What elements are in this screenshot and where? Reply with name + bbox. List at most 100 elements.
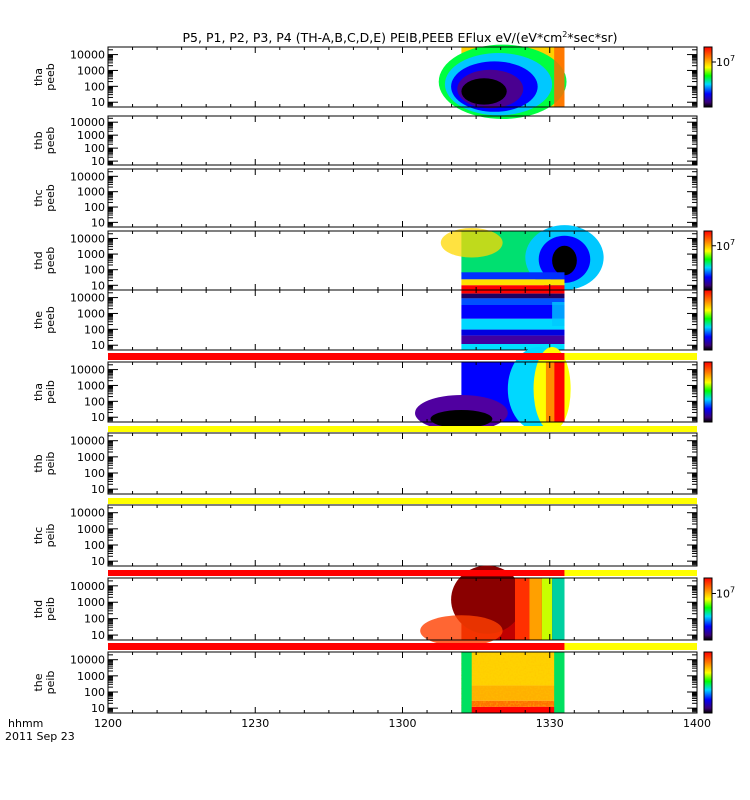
status-bars bbox=[108, 353, 697, 650]
colorbar-tick-label: 107 bbox=[716, 54, 735, 69]
status-segment bbox=[564, 570, 697, 576]
colorbar-tick-label: 107 bbox=[716, 586, 735, 601]
spectrogram-thd-peeb bbox=[440, 225, 604, 290]
y-tick-label: 1000 bbox=[77, 186, 105, 199]
y-tick-label: 10 bbox=[91, 483, 105, 496]
status-segment bbox=[108, 353, 565, 360]
panel-frame bbox=[107, 577, 698, 641]
x-tick-label: 1330 bbox=[536, 717, 564, 730]
y-tick-label: 1000 bbox=[77, 670, 105, 683]
panel-frame bbox=[107, 168, 698, 228]
x-tick-label: 1200 bbox=[94, 717, 122, 730]
y-tick-label: 1000 bbox=[77, 596, 105, 609]
colorbar-thd-peib: 107 bbox=[703, 577, 735, 641]
status-segment bbox=[108, 498, 697, 504]
y-tick-label: 1000 bbox=[77, 129, 105, 142]
y-tick-label: 10000 bbox=[70, 292, 105, 305]
panel-label: thbpeeb bbox=[32, 127, 57, 155]
panel-thc-peib: 10 100 1000 10000 thcpeib bbox=[32, 504, 698, 568]
status-segment bbox=[108, 570, 565, 576]
y-tick-label: 10 bbox=[91, 339, 105, 352]
y-tick-label: 10000 bbox=[70, 232, 105, 245]
x-tick-label: 1300 bbox=[389, 717, 417, 730]
y-tick-label: 1000 bbox=[77, 248, 105, 261]
x-axis: 1200 1230 1300 1330 1400 bbox=[94, 717, 711, 730]
colorbar-the-peeb bbox=[703, 289, 713, 351]
panel-frame bbox=[107, 46, 698, 108]
panel-thc-peeb: 10 100 1000 10000 thcpeeb bbox=[32, 168, 698, 229]
panel-frame bbox=[107, 230, 698, 291]
y-tick-label: 10 bbox=[91, 96, 105, 109]
y-tick-label: 100 bbox=[84, 613, 105, 626]
y-tick-label: 100 bbox=[84, 323, 105, 336]
panel-frame bbox=[107, 504, 698, 567]
y-tick-label: 1000 bbox=[77, 307, 105, 320]
y-tick-label: 100 bbox=[84, 264, 105, 277]
panel-label: thcpeeb bbox=[32, 184, 57, 212]
status-segment bbox=[108, 426, 697, 432]
spectrogram-the-peib bbox=[461, 652, 565, 713]
status-segment bbox=[108, 643, 565, 650]
panel-frame bbox=[107, 651, 698, 714]
panel-frame bbox=[107, 361, 698, 423]
panel-tha-peib: 10 100 1000 10000 thapeib bbox=[32, 347, 713, 431]
y-tick-label: 100 bbox=[84, 467, 105, 480]
colorbar-tha-peeb: 107 bbox=[703, 46, 735, 108]
x-axis-label: hhmm bbox=[8, 717, 43, 730]
panel-label: thcpeib bbox=[32, 524, 57, 548]
x-tick-label: 1400 bbox=[683, 717, 711, 730]
y-tick-label: 10 bbox=[91, 216, 105, 229]
status-bar bbox=[108, 426, 697, 432]
y-tick-label: 10 bbox=[91, 629, 105, 642]
y-tick-label: 10 bbox=[91, 155, 105, 168]
panel-thd-peeb: 10 100 1000 10000 thdpeeb 107 bbox=[32, 225, 735, 292]
colorbar-the-peib bbox=[703, 651, 713, 714]
status-bar bbox=[108, 498, 697, 504]
status-segment bbox=[564, 353, 697, 360]
y-tick-label: 100 bbox=[84, 686, 105, 699]
y-tick-label: 100 bbox=[84, 142, 105, 155]
panel-frame bbox=[107, 115, 698, 166]
panel-frame bbox=[107, 432, 698, 495]
y-tick-label: 1000 bbox=[77, 64, 105, 77]
y-tick-label: 10000 bbox=[70, 507, 105, 520]
status-bar bbox=[108, 643, 697, 650]
y-tick-label: 100 bbox=[84, 201, 105, 214]
panel-the-peib: 10 100 1000 10000 thepeib bbox=[32, 651, 713, 715]
y-tick-label: 100 bbox=[84, 80, 105, 93]
panel-label: thdpeeb bbox=[32, 247, 57, 275]
spectrogram-tha-peeb bbox=[438, 44, 567, 119]
y-tick-label: 10000 bbox=[70, 654, 105, 667]
x-tick-label: 1230 bbox=[241, 717, 269, 730]
y-tick-label: 10 bbox=[91, 555, 105, 568]
colorbar-thd-peeb: 107 bbox=[703, 230, 735, 291]
y-tick-label: 100 bbox=[84, 395, 105, 408]
y-tick-label: 10 bbox=[91, 279, 105, 292]
panel-label: thapeib bbox=[32, 380, 57, 404]
y-tick-label: 10000 bbox=[70, 364, 105, 377]
y-tick-label: 1000 bbox=[77, 379, 105, 392]
panel-label: thepeib bbox=[32, 671, 57, 695]
spectrogram-thd-peib bbox=[420, 565, 565, 647]
status-segment bbox=[564, 643, 697, 650]
colorbar-tick-label: 107 bbox=[716, 238, 735, 253]
panel-tha-peeb: 10 100 1000 10000 thapeeb 107 bbox=[32, 44, 735, 119]
panel-label: thepeeb bbox=[32, 306, 57, 334]
y-tick-label: 100 bbox=[84, 539, 105, 552]
panel-label: thbpeib bbox=[32, 452, 57, 476]
panel-thb-peib: 10 100 1000 10000 thbpeib bbox=[32, 432, 698, 496]
chart-title: P5, P1, P2, P3, P4 (TH-A,B,C,D,E) PEIB,P… bbox=[183, 30, 618, 45]
panel-the-peeb: 10 100 1000 10000 thepeeb bbox=[32, 289, 713, 352]
panel-label: thapeeb bbox=[32, 63, 57, 91]
y-tick-label: 10000 bbox=[70, 170, 105, 183]
y-tick-label: 10000 bbox=[70, 435, 105, 448]
y-tick-label: 10 bbox=[91, 702, 105, 715]
y-tick-label: 10000 bbox=[70, 49, 105, 62]
panel-frame bbox=[107, 289, 698, 351]
panel-label: thdpeib bbox=[32, 597, 57, 621]
panel-thd-peib: 10 100 1000 10000 thdpeib 107 bbox=[32, 565, 735, 647]
y-tick-label: 1000 bbox=[77, 451, 105, 464]
status-bar bbox=[108, 570, 697, 576]
